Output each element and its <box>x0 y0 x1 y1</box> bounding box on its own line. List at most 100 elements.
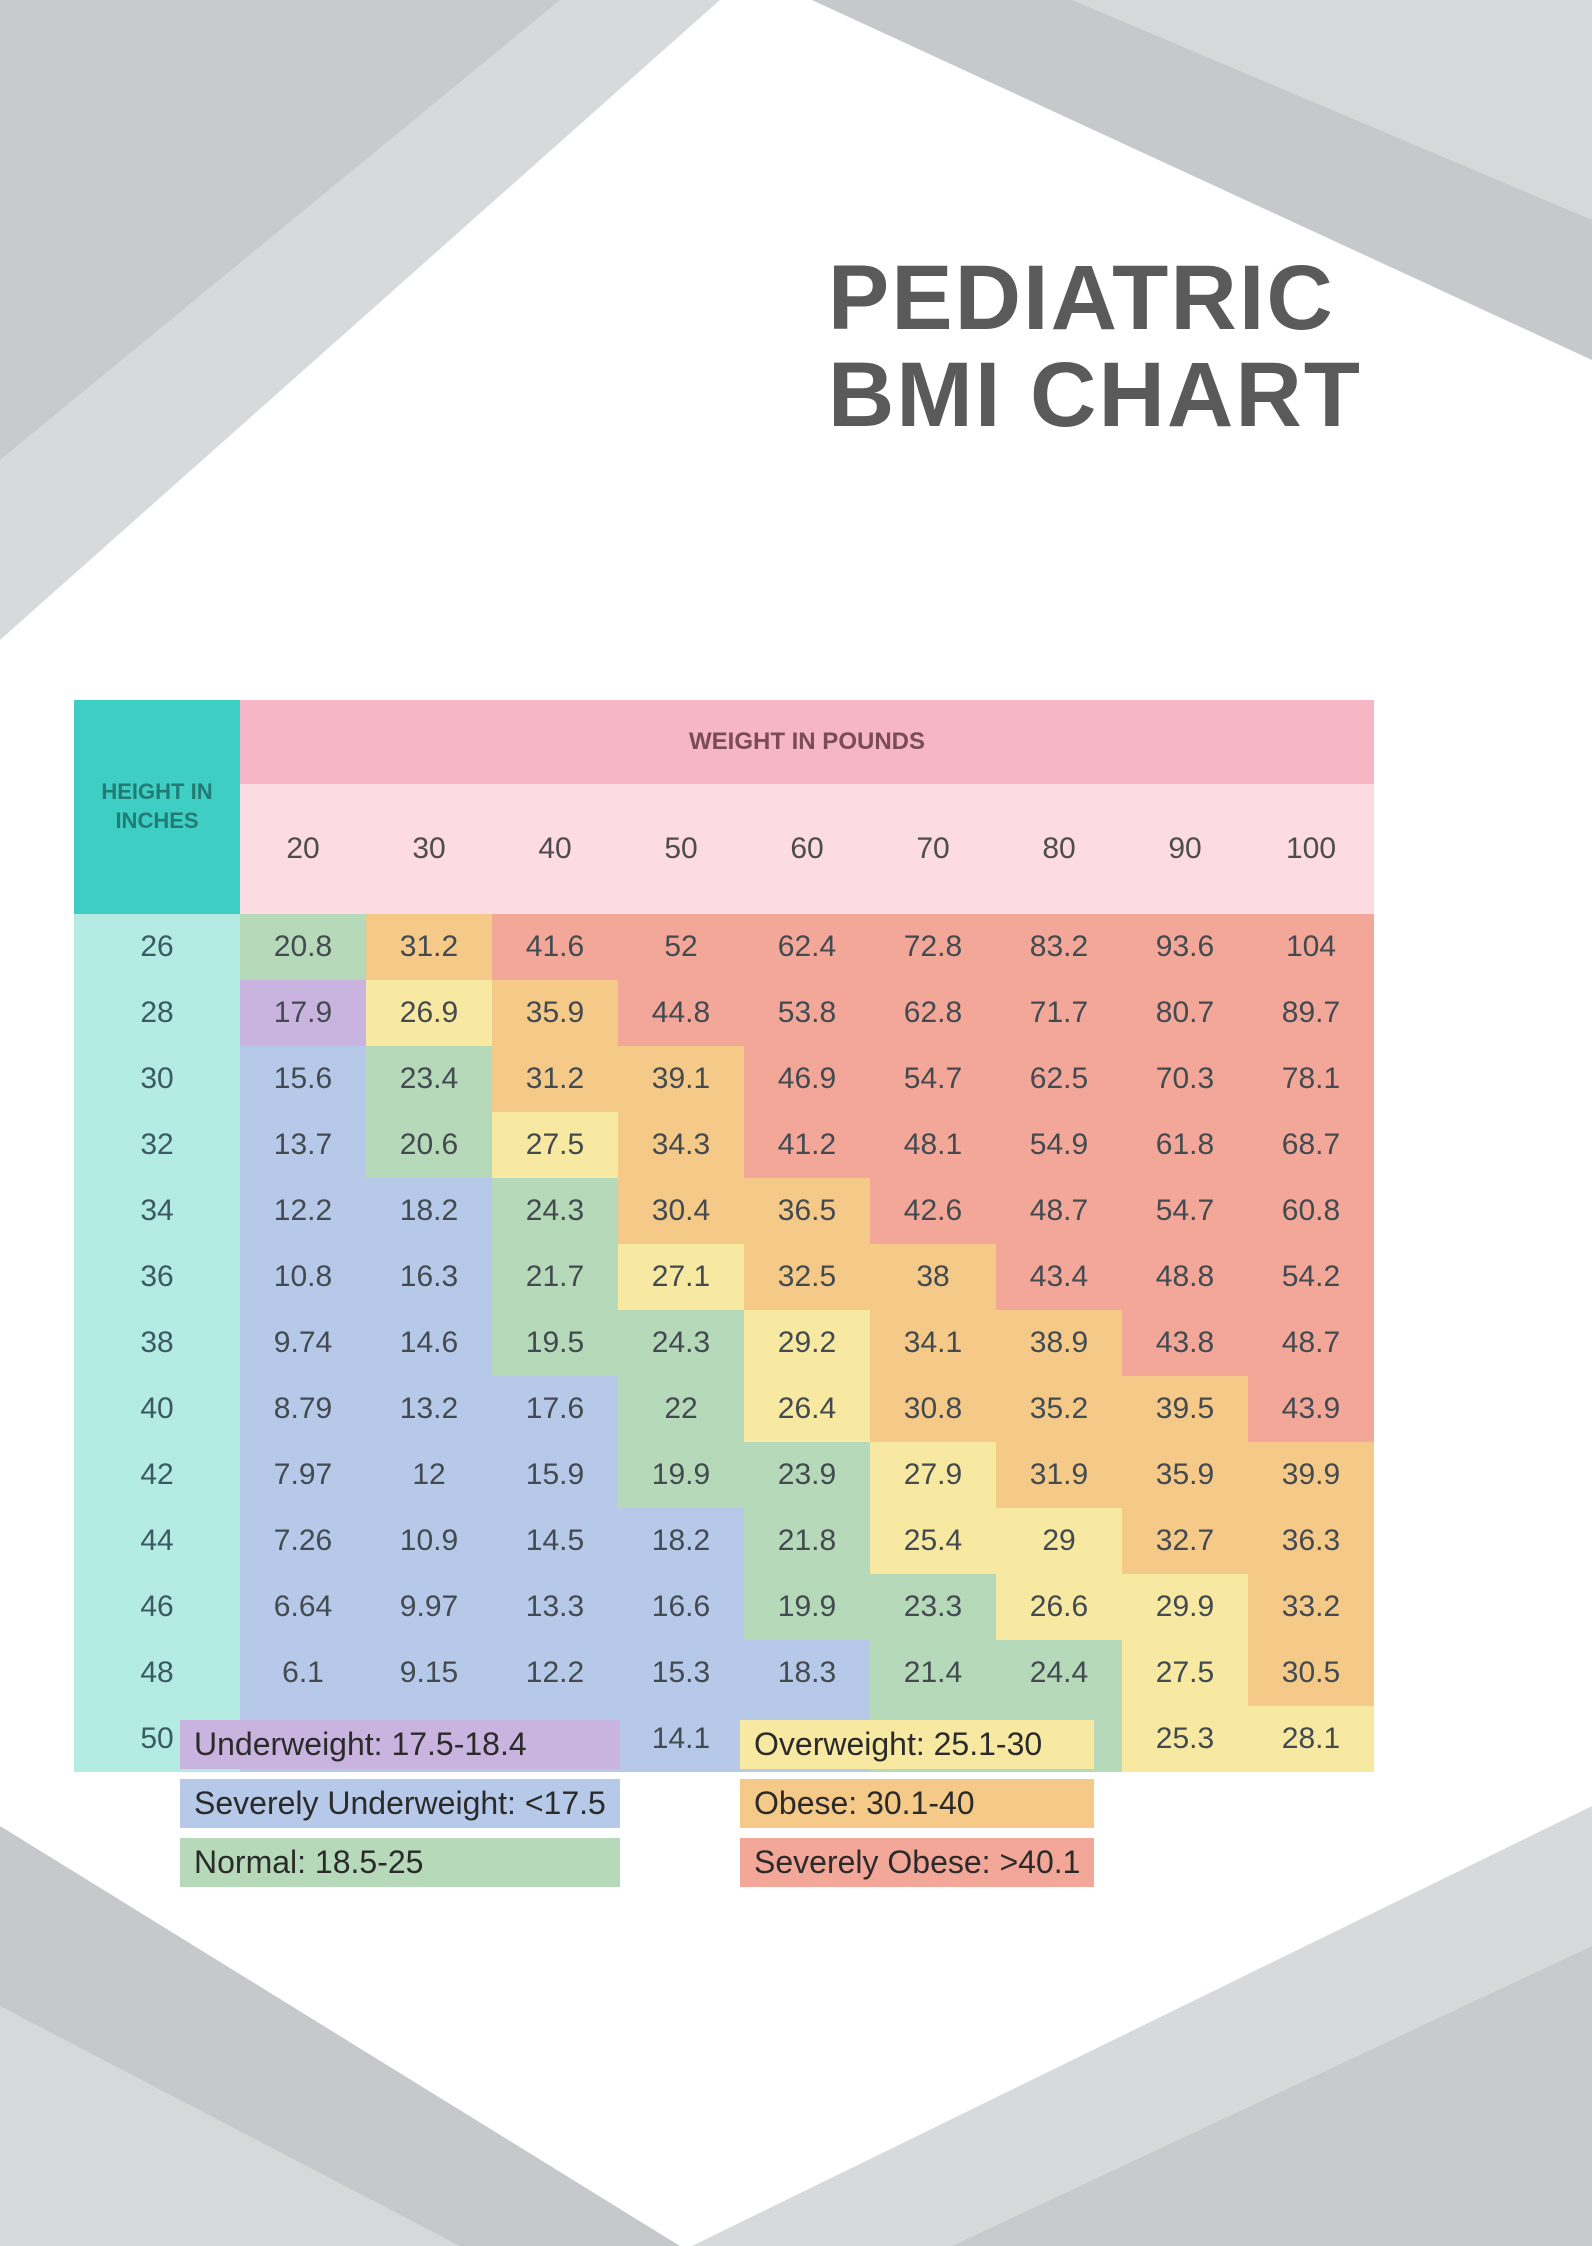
bmi-cell: 48.1 <box>870 1112 996 1178</box>
bmi-cell: 25.3 <box>1122 1706 1248 1772</box>
bmi-cell: 13.3 <box>492 1574 618 1640</box>
bmi-cell: 14.1 <box>618 1706 744 1772</box>
bmi-cell: 52 <box>618 914 744 980</box>
table-row: 3015.623.431.239.146.954.762.570.378.1 <box>74 1046 1374 1112</box>
bmi-cell: 32.7 <box>1122 1508 1248 1574</box>
bmi-cell: 54.2 <box>1248 1244 1374 1310</box>
bmi-cell: 19.9 <box>618 1442 744 1508</box>
legend-item: Obese: 30.1-40 <box>740 1779 1094 1828</box>
legend-item: Severely Obese: >40.1 <box>740 1838 1094 1887</box>
bmi-cell: 26.4 <box>744 1376 870 1442</box>
bmi-cell: 27.9 <box>870 1442 996 1508</box>
legend-item: Normal: 18.5-25 <box>180 1838 620 1887</box>
height-row-header: 46 <box>74 1574 240 1640</box>
bmi-cell: 15.9 <box>492 1442 618 1508</box>
bmi-cell: 38 <box>870 1244 996 1310</box>
bmi-cell: 54.7 <box>870 1046 996 1112</box>
table-row: 408.7913.217.62226.430.835.239.543.9 <box>74 1376 1374 1442</box>
legend-item: Underweight: 17.5-18.4 <box>180 1720 620 1769</box>
bmi-cell: 78.1 <box>1248 1046 1374 1112</box>
bmi-cell: 20.6 <box>366 1112 492 1178</box>
bmi-cell: 26.6 <box>996 1574 1122 1640</box>
table-row: 389.7414.619.524.329.234.138.943.848.7 <box>74 1310 1374 1376</box>
bmi-cell: 62.8 <box>870 980 996 1046</box>
weight-col-header: 60 <box>744 784 870 914</box>
table-body: 2620.831.241.65262.472.883.293.61042817.… <box>74 914 1374 1772</box>
height-row-header: 28 <box>74 980 240 1046</box>
bmi-cell: 29.2 <box>744 1310 870 1376</box>
table-row: 486.19.1512.215.318.321.424.427.530.5 <box>74 1640 1374 1706</box>
bmi-cell: 68.7 <box>1248 1112 1374 1178</box>
bmi-cell: 31.9 <box>996 1442 1122 1508</box>
height-row-header: 32 <box>74 1112 240 1178</box>
bmi-cell: 22 <box>618 1376 744 1442</box>
bmi-cell: 13.2 <box>366 1376 492 1442</box>
bmi-cell: 104 <box>1248 914 1374 980</box>
table-row: 3610.816.321.727.132.53843.448.854.2 <box>74 1244 1374 1310</box>
title-line-1: PEDIATRIC <box>828 250 1362 347</box>
table-row: 3213.720.627.534.341.248.154.961.868.7 <box>74 1112 1374 1178</box>
bmi-cell: 42.6 <box>870 1178 996 1244</box>
decor-top-left <box>0 0 720 640</box>
bmi-cell: 18.2 <box>366 1178 492 1244</box>
bmi-cell: 62.5 <box>996 1046 1122 1112</box>
bmi-cell: 24.3 <box>618 1310 744 1376</box>
bmi-cell: 70.3 <box>1122 1046 1248 1112</box>
bmi-cell: 24.3 <box>492 1178 618 1244</box>
bmi-table: HEIGHT IN INCHES WEIGHT IN POUNDS 203040… <box>74 700 1374 1772</box>
weight-header-row: 2030405060708090100 <box>74 784 1374 914</box>
bmi-cell: 54.7 <box>1122 1178 1248 1244</box>
title-line-2: BMI CHART <box>828 347 1362 444</box>
bmi-cell: 31.2 <box>492 1046 618 1112</box>
bmi-cell: 18.3 <box>744 1640 870 1706</box>
bmi-cell: 10.9 <box>366 1508 492 1574</box>
height-row-header: 48 <box>74 1640 240 1706</box>
bmi-cell: 23.3 <box>870 1574 996 1640</box>
height-row-header: 42 <box>74 1442 240 1508</box>
bmi-cell: 27.5 <box>1122 1640 1248 1706</box>
weight-col-header: 50 <box>618 784 744 914</box>
bmi-cell: 38.9 <box>996 1310 1122 1376</box>
bmi-cell: 7.97 <box>240 1442 366 1508</box>
weight-col-header: 40 <box>492 784 618 914</box>
bmi-cell: 62.4 <box>744 914 870 980</box>
height-row-header: 30 <box>74 1046 240 1112</box>
header-weight: WEIGHT IN POUNDS <box>240 700 1374 784</box>
bmi-cell: 43.4 <box>996 1244 1122 1310</box>
bmi-cell: 16.3 <box>366 1244 492 1310</box>
bmi-cell: 10.8 <box>240 1244 366 1310</box>
bmi-cell: 20.8 <box>240 914 366 980</box>
bmi-cell: 9.15 <box>366 1640 492 1706</box>
legend-item: Overweight: 25.1-30 <box>740 1720 1094 1769</box>
table-row: 466.649.9713.316.619.923.326.629.933.2 <box>74 1574 1374 1640</box>
bmi-cell: 34.3 <box>618 1112 744 1178</box>
bmi-cell: 23.4 <box>366 1046 492 1112</box>
table-row: 2817.926.935.944.853.862.871.780.789.7 <box>74 980 1374 1046</box>
bmi-cell: 17.6 <box>492 1376 618 1442</box>
bmi-cell: 39.1 <box>618 1046 744 1112</box>
bmi-cell: 39.9 <box>1248 1442 1374 1508</box>
bmi-cell: 21.7 <box>492 1244 618 1310</box>
bmi-chart: HEIGHT IN INCHES WEIGHT IN POUNDS 203040… <box>74 700 1374 1772</box>
bmi-cell: 23.9 <box>744 1442 870 1508</box>
bmi-cell: 6.1 <box>240 1640 366 1706</box>
bmi-cell: 9.74 <box>240 1310 366 1376</box>
bmi-cell: 41.2 <box>744 1112 870 1178</box>
legend-item: Severely Underweight: <17.5 <box>180 1779 620 1828</box>
bmi-cell: 26.9 <box>366 980 492 1046</box>
header-height: HEIGHT IN INCHES <box>74 700 240 914</box>
bmi-cell: 27.1 <box>618 1244 744 1310</box>
bmi-cell: 27.5 <box>492 1112 618 1178</box>
bmi-cell: 24.4 <box>996 1640 1122 1706</box>
bmi-cell: 43.9 <box>1248 1376 1374 1442</box>
weight-col-header: 70 <box>870 784 996 914</box>
bmi-cell: 34.1 <box>870 1310 996 1376</box>
bmi-cell: 14.6 <box>366 1310 492 1376</box>
bmi-cell: 31.2 <box>366 914 492 980</box>
bmi-cell: 21.8 <box>744 1508 870 1574</box>
bmi-cell: 21.4 <box>870 1640 996 1706</box>
table-row: 427.971215.919.923.927.931.935.939.9 <box>74 1442 1374 1508</box>
weight-col-header: 20 <box>240 784 366 914</box>
bmi-cell: 12 <box>366 1442 492 1508</box>
bmi-cell: 30.5 <box>1248 1640 1374 1706</box>
